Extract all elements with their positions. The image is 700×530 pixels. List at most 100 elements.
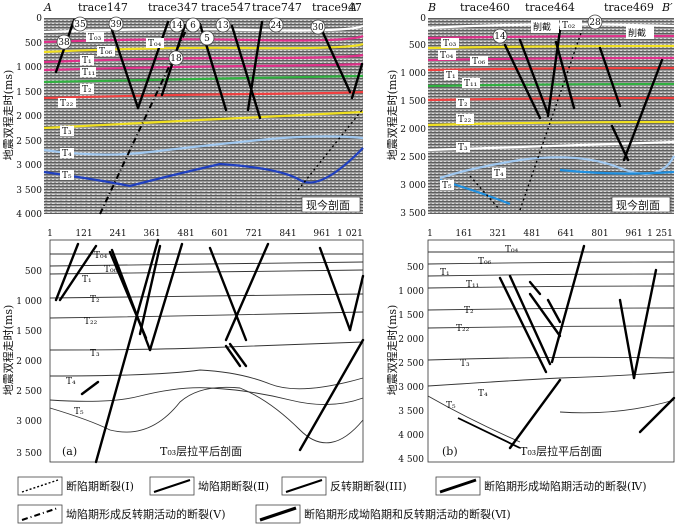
svg-text:T₁: T₁ [446,71,456,81]
y-axis-bottom-right: 500 1 000 1 500 2 000 2 500 3 000 3 500 … [398,263,424,465]
svg-text:T₂: T₂ [82,85,92,95]
horizon-T3-left [43,110,364,130]
caption-current-left: 现今剖面 [306,198,350,212]
svg-text:3 500: 3 500 [400,209,426,219]
svg-text:961: 961 [313,229,330,239]
svg-text:39: 39 [110,20,122,30]
svg-text:161: 161 [455,229,472,239]
horizon-T4-left [43,135,364,156]
svg-text:3 000: 3 000 [16,417,42,427]
y-axis-label-top-right: 地震双程走时(ms) [386,70,399,161]
svg-text:481: 481 [523,229,540,239]
trace-labels-left: trace147 trace347 trace547 trace747 trac… [78,1,362,14]
legend-item-type-VI: 断陷期形成坳陷期和反转期活动的断裂(Ⅵ) [304,507,511,521]
trace-label: trace947 [312,1,362,14]
svg-text:1 000: 1 000 [16,63,42,73]
horizon-T1-left [43,53,364,64]
svg-text:T₀₄: T₀₄ [94,251,108,261]
svg-text:1 000: 1 000 [398,287,424,297]
svg-text:T₂₂: T₂₂ [456,324,470,334]
svg-text:0: 0 [36,14,42,24]
svg-text:241: 241 [109,229,126,239]
svg-text:0: 0 [420,14,426,24]
fault-V-left [99,21,191,215]
svg-text:500: 500 [25,267,42,277]
svg-text:961: 961 [625,229,642,239]
svg-text:3 500: 3 500 [16,449,42,459]
caption-flattened-right: T₀₃层拉平后剖面 [520,444,602,458]
svg-text:1: 1 [47,229,53,239]
svg-text:4 500: 4 500 [398,455,424,465]
svg-text:3 500: 3 500 [398,407,424,417]
svg-text:T₀₃: T₀₃ [88,33,102,43]
svg-text:T₁₁: T₁₁ [464,79,477,89]
svg-text:3 500: 3 500 [16,186,42,196]
svg-text:T₂: T₂ [90,295,100,305]
svg-text:T₃: T₃ [458,143,468,153]
svg-text:1: 1 [427,229,433,239]
svg-text:T₀₄: T₀₄ [148,39,162,49]
legend: 断陷期断裂(Ⅰ) 坳陷期断裂(Ⅱ) 反转期断裂(III) 断陷期形成坳陷期活动的… [17,476,647,524]
svg-text:1 021: 1 021 [337,229,363,239]
horizon-T03-left [43,24,364,34]
svg-text:T₄: T₄ [62,149,72,159]
circled-numbers-left: 35 39 14 6 13 24 30 38 5 18 [56,16,326,66]
corner-label-B-prime: B′ [661,1,673,14]
svg-text:T₅: T₅ [446,401,456,411]
horizon-labels-bottom-right: T₀₄ T₀₆ T₁ T₁₁ T₂ T₂₂ T₃ T₄ T₅ [440,245,519,411]
svg-text:2 000: 2 000 [16,112,42,122]
legend-item-type-III: 反转期断裂(III) [330,479,407,493]
svg-text:500: 500 [25,39,42,49]
svg-text:2 500: 2 500 [16,387,42,397]
svg-text:T₀₄: T₀₄ [440,51,454,61]
y-axis-top-right: 0 500 1 000 1 500 2 000 2 500 3 000 3 50… [400,14,426,219]
svg-text:T₂₂: T₂₂ [84,317,98,327]
svg-text:1 500: 1 500 [398,311,424,321]
x-axis-bottom-left: 1 121 241 361 481 601 721 841 961 1 021 [47,229,363,239]
horizon-T5-left [43,147,364,188]
svg-text:2 500: 2 500 [400,153,426,163]
svg-text:1 251: 1 251 [647,229,673,239]
legend-item-type-I: 断陷期断裂(Ⅰ) [66,479,134,493]
trace-label: trace547 [201,1,251,14]
svg-text:3 000: 3 000 [398,383,424,393]
svg-text:T₄: T₄ [494,169,504,179]
circled-number: 14 [494,32,506,42]
svg-text:1 500: 1 500 [400,97,426,107]
circled-number: 28 [589,18,601,28]
panel-top-left: trace147 trace347 trace547 trace747 trac… [2,1,364,220]
horizon-labels-right: T₀₃ T₀₂ T₀₄ T₀₆ T₁ T₁₁ T₂ T₂₂ T₃ T₄ T₅ [438,20,582,191]
trace-labels-right: trace460 trace464 trace469 [460,1,654,14]
svg-text:T₂₂: T₂₂ [458,115,472,125]
svg-text:2 000: 2 000 [16,357,42,367]
svg-text:500: 500 [409,41,426,51]
svg-text:T₀₆: T₀₆ [104,265,118,275]
caption-flattened-left: T₀₃层拉平后剖面 [160,444,242,458]
panel-bottom-left: 1 121 241 361 481 601 721 841 961 1 021 [2,229,365,464]
svg-text:T₀₆: T₀₆ [478,257,492,267]
svg-text:T₅: T₅ [74,407,84,417]
svg-text:2 500: 2 500 [398,359,424,369]
svg-text:T₄: T₄ [66,377,76,387]
svg-text:721: 721 [245,229,262,239]
svg-text:T₀₂: T₀₂ [562,21,576,31]
svg-text:T₃: T₃ [460,359,470,369]
svg-text:13: 13 [217,21,229,31]
svg-text:T₀₄: T₀₄ [505,245,519,255]
svg-text:2 000: 2 000 [400,125,426,135]
y-axis-label-bottom-right: 地震双程走时(ms) [386,305,399,396]
trace-label: trace747 [252,1,302,14]
svg-text:T₂: T₂ [458,99,468,109]
trace-label: trace464 [525,1,575,14]
horizon-labels-bottom-left: T₀₄ T₀₆ T₁ T₂ T₂₂ T₃ T₄ T₅ [66,251,118,417]
y-axis-label-top-left: 地震双程走时(ms) [2,70,15,161]
svg-text:30: 30 [312,23,324,33]
svg-text:T₃: T₃ [62,127,72,137]
trace-label: trace469 [604,1,654,14]
svg-text:24: 24 [270,21,282,31]
svg-text:T₂: T₂ [464,306,474,316]
svg-text:361: 361 [143,229,160,239]
panel-id-b: (b) [442,445,458,458]
svg-text:4 000: 4 000 [16,210,42,220]
svg-text:T₁: T₁ [82,56,92,66]
